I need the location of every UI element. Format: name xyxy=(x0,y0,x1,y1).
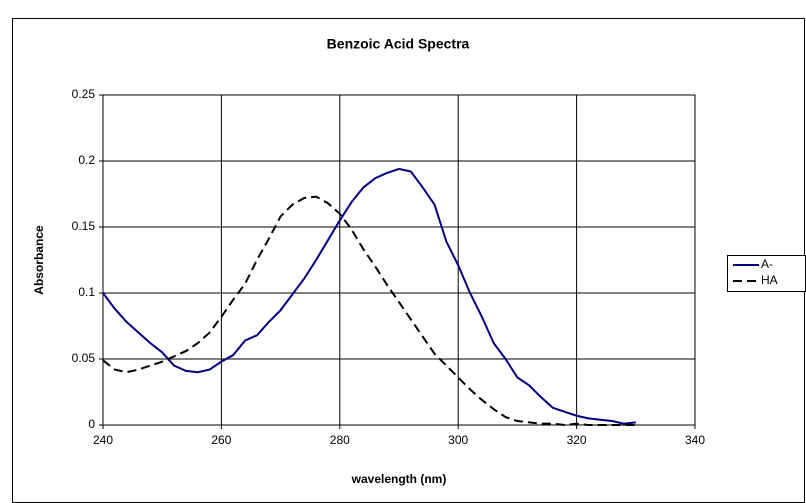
data-line xyxy=(102,167,636,425)
x-tick-label: 320 xyxy=(567,433,587,447)
y-tick-label: 0 xyxy=(88,417,95,431)
y-tick-label: 0.25 xyxy=(72,87,96,101)
x-axis-title: wavelength (nm) xyxy=(351,472,447,486)
y-tick-label: 0.2 xyxy=(78,153,95,167)
x-tick-label: 240 xyxy=(93,433,113,447)
data-line xyxy=(102,195,636,427)
x-tick-label: 340 xyxy=(685,433,705,447)
legend-label: A- xyxy=(761,257,773,271)
y-axis-title: Absorbance xyxy=(32,225,46,295)
plot-area xyxy=(102,94,696,426)
x-tick-label: 280 xyxy=(330,433,350,447)
legend-label: HA xyxy=(761,273,778,287)
y-tick-label: 0.1 xyxy=(78,285,95,299)
x-tick-label: 260 xyxy=(211,433,231,447)
y-tick-label: 0.15 xyxy=(72,219,96,233)
y-tick-label: 0.05 xyxy=(72,351,96,365)
chart-title: Benzoic Acid Spectra xyxy=(327,36,470,52)
x-tick-label: 300 xyxy=(448,433,468,447)
